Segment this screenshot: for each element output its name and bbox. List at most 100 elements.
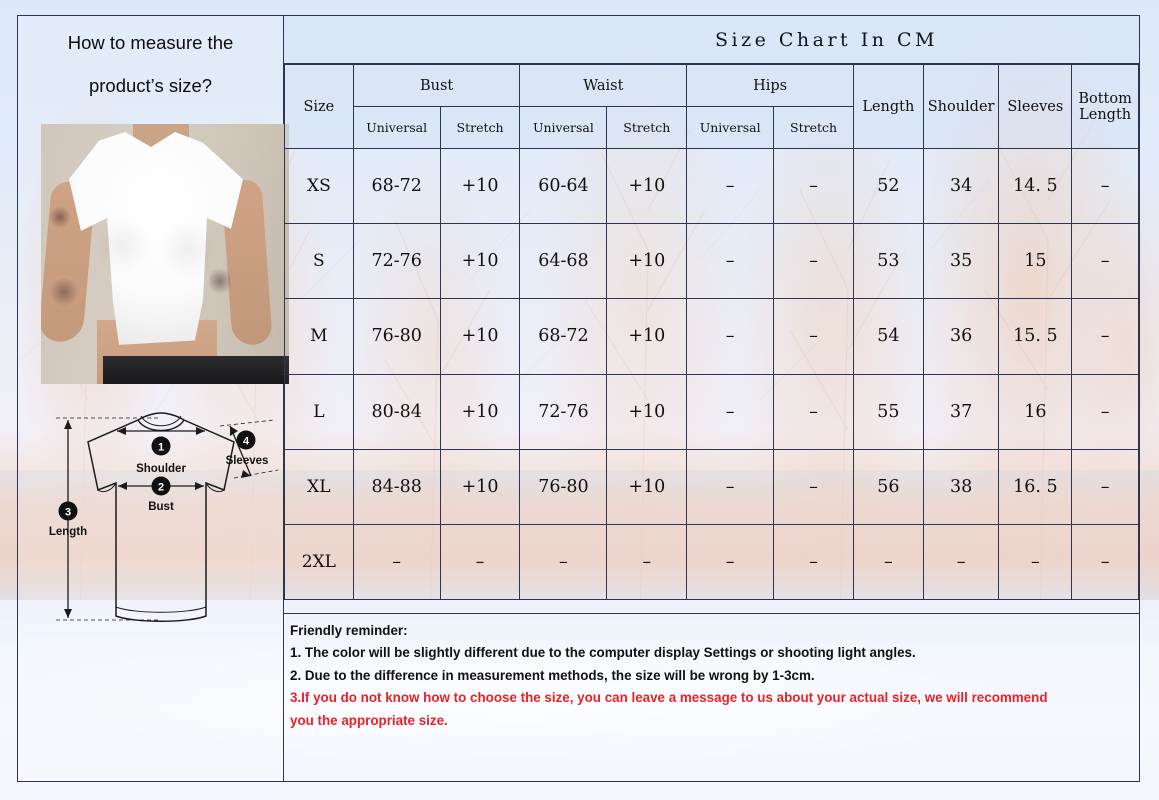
cell-waist-stretch: +10 xyxy=(606,147,688,225)
cell-hips-stretch: – xyxy=(773,223,854,300)
cell-waist-universal: 72-76 xyxy=(519,373,608,450)
header-size: Size xyxy=(284,64,354,149)
size-chart-frame: How to measure the product’s size? xyxy=(17,15,1140,782)
diagram-marker-3: 3 xyxy=(58,501,78,521)
cell-shoulder: 34 xyxy=(922,147,1000,225)
cell-hips-universal: – xyxy=(686,147,775,225)
cell-shoulder: 35 xyxy=(922,223,1000,300)
diagram-label-length: Length xyxy=(49,526,87,538)
cell-bottom-length: – xyxy=(1071,223,1139,300)
cell-sleeves: 16 xyxy=(998,373,1073,450)
cell-size: M xyxy=(284,298,354,375)
cell-shoulder: – xyxy=(922,523,1000,601)
cell-bust-universal: – xyxy=(352,523,441,601)
header-waist-stretch: Stretch xyxy=(606,106,688,149)
cell-waist-universal: 68-72 xyxy=(519,298,608,375)
reminder-title: Friendly reminder: xyxy=(290,623,408,638)
reminder-line-1: 1. The color will be slightly different … xyxy=(290,645,916,661)
reminder-line-2: 2. Due to the difference in measurement … xyxy=(290,667,815,683)
cell-waist-stretch: +10 xyxy=(606,448,688,525)
cell-hips-stretch: – xyxy=(773,298,854,375)
size-chart-table: Size Bust Waist Hips Length Shoulder Sle… xyxy=(284,64,1139,601)
photo-tshirt-shading-left xyxy=(93,216,151,274)
header-waist: Waist xyxy=(519,64,688,107)
cell-bottom-length: – xyxy=(1071,298,1139,375)
cell-bust-universal: 80-84 xyxy=(352,373,441,450)
photo-tattoo-forearm xyxy=(51,274,77,310)
header-row-sub: Universal Stretch Universal Stretch Univ… xyxy=(285,106,1139,149)
svg-text:2: 2 xyxy=(158,482,164,494)
header-bottom-length: Bottom Length xyxy=(1071,64,1139,149)
cell-bottom-length: – xyxy=(1071,448,1139,525)
table-row: XS 68-72 +10 60-64 +10 – – 52 34 14. 5 – xyxy=(284,147,1139,225)
header-bust: Bust xyxy=(352,64,521,107)
diagram-marker-2: 2 xyxy=(151,476,171,496)
heading-line-2: product’s size? xyxy=(88,74,213,96)
cell-length: 53 xyxy=(852,223,924,300)
cell-hips-universal: – xyxy=(686,223,775,300)
cell-waist-stretch: +10 xyxy=(606,223,688,300)
header-waist-universal: Universal xyxy=(519,106,608,149)
cell-shoulder: 36 xyxy=(922,298,1000,375)
svg-text:3: 3 xyxy=(65,507,71,519)
left-panel: How to measure the product’s size? xyxy=(18,16,289,781)
reminder-line-3: 3.If you do not know how to choose the s… xyxy=(290,690,1048,706)
diagram-marker-4: 4 xyxy=(236,430,256,450)
header-bust-stretch: Stretch xyxy=(439,106,521,149)
diagram-label-sleeves: Sleeves xyxy=(226,455,269,467)
cell-bust-stretch: – xyxy=(439,523,521,601)
cell-waist-universal: 76-80 xyxy=(519,448,608,525)
chart-panel: Size Chart In CM Size Bust Waist Hips Le… xyxy=(284,16,1139,781)
cell-hips-universal: – xyxy=(686,523,775,601)
cell-size: 2XL xyxy=(284,523,354,601)
cell-sleeves: 16. 5 xyxy=(998,448,1073,525)
cell-size: S xyxy=(284,223,354,300)
cell-waist-universal: 64-68 xyxy=(519,223,608,300)
cell-size: XL xyxy=(284,448,354,525)
cell-length: 52 xyxy=(852,147,924,225)
table-row: S 72-76 +10 64-68 +10 – – 53 35 15 – xyxy=(284,223,1139,300)
diagram-marker-1: 1 xyxy=(151,436,171,456)
cell-hips-universal: – xyxy=(686,373,775,450)
diagram-label-shoulder: Shoulder xyxy=(136,463,186,475)
svg-text:1: 1 xyxy=(158,442,164,454)
header-hips-universal: Universal xyxy=(686,106,775,149)
cell-bust-stretch: +10 xyxy=(439,147,521,225)
header-hips-stretch: Stretch xyxy=(773,106,854,149)
measurement-diagram: 1 Shoulder 2 Bust 3 Length 4 Sleeves xyxy=(38,398,284,638)
friendly-reminder-block: Friendly reminder: 1. The color will be … xyxy=(284,613,1139,781)
cell-bottom-length: – xyxy=(1071,523,1139,601)
header-row-groups: Size Bust Waist Hips Length Shoulder Sle… xyxy=(284,64,1139,149)
heading-line-1: How to measure the xyxy=(67,32,234,53)
cell-shoulder: 38 xyxy=(922,448,1000,525)
how-to-measure-heading: How to measure the product’s size? xyxy=(18,16,283,95)
cell-bust-stretch: +10 xyxy=(439,373,521,450)
cell-hips-universal: – xyxy=(686,298,775,375)
header-hips: Hips xyxy=(686,64,854,107)
cell-waist-stretch: +10 xyxy=(606,298,688,375)
photo-black-pants xyxy=(103,356,289,384)
cell-sleeves: – xyxy=(998,523,1073,601)
photo-tattoo-upper-arm xyxy=(49,204,71,230)
cell-length: – xyxy=(852,523,924,601)
product-photo xyxy=(41,124,289,384)
cell-shoulder: 37 xyxy=(922,373,1000,450)
cell-waist-stretch: – xyxy=(606,523,688,601)
table-row: 2XL – – – – – – – – – – xyxy=(284,523,1139,601)
cell-bust-universal: 76-80 xyxy=(352,298,441,375)
cell-bust-stretch: +10 xyxy=(439,298,521,375)
chart-title: Size Chart In CM xyxy=(714,28,939,51)
chart-title-bar: Size Chart In CM xyxy=(284,16,1139,64)
table-header: Size Bust Waist Hips Length Shoulder Sle… xyxy=(284,64,1139,149)
cell-hips-stretch: – xyxy=(773,373,854,450)
table-body: XS 68-72 +10 60-64 +10 – – 52 34 14. 5 –… xyxy=(284,147,1139,601)
cell-waist-universal: 60-64 xyxy=(519,147,608,225)
header-bottom-length-line2: Length xyxy=(1079,106,1132,123)
cell-sleeves: 15. 5 xyxy=(998,298,1073,375)
photo-tshirt-shading-right xyxy=(159,220,217,278)
diagram-label-bust: Bust xyxy=(148,501,174,513)
cell-sleeves: 14. 5 xyxy=(998,147,1073,225)
header-shoulder: Shoulder xyxy=(922,64,1000,149)
cell-waist-stretch: +10 xyxy=(606,373,688,450)
photo-tattoo-right-arm xyxy=(209,264,231,298)
